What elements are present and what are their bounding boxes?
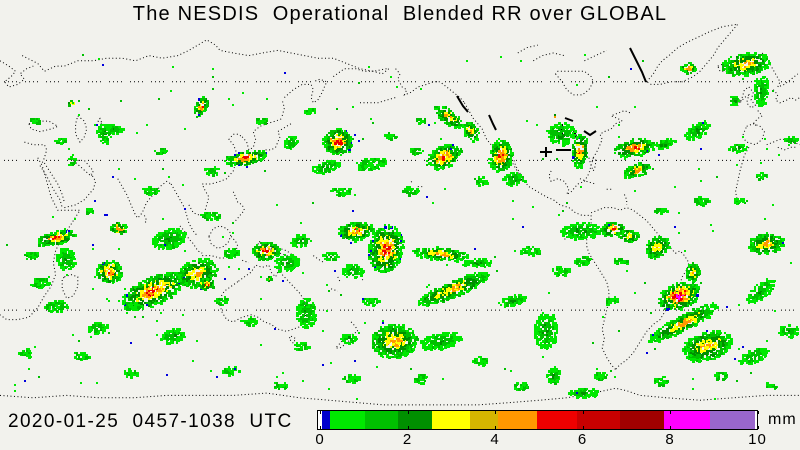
- colorbar-tick-mark: [495, 411, 496, 414]
- colorbar-tick-mark: [407, 411, 409, 414]
- colorbar-segment: [322, 411, 330, 429]
- colorbar-segment: [664, 411, 710, 429]
- colorbar-tick-mark: [407, 426, 409, 429]
- latitude-gridlines: [4, 81, 796, 311]
- date-range-label: 2020-01-25 0457-1038 UTC: [8, 411, 293, 432]
- coastlines: [0, 23, 800, 406]
- colorbar-segment: [365, 411, 398, 429]
- colorbar-tick-mark: [582, 426, 584, 429]
- colorbar-tick-label: 10: [748, 431, 767, 448]
- colorbar-tick-mark: [495, 426, 496, 429]
- colorbar-tick-labels: 0 2 4 6 8 10: [315, 430, 766, 448]
- colorbar-tick-mark: [320, 426, 321, 429]
- precipitation-cells: [6, 52, 799, 400]
- colorbar-unit-label: mm: [768, 411, 797, 428]
- colorbar-segment: [710, 411, 755, 429]
- colorbar: 0 2 4 6 8 10 mm: [315, 410, 797, 448]
- colorbar-segment: [577, 411, 620, 429]
- colorbar-segment: [398, 411, 432, 429]
- colorbar-segment: [432, 411, 470, 429]
- colorbar-segment: [318, 411, 322, 429]
- image-title: The NESDIS Operational Blended RR over G…: [132, 3, 668, 25]
- colorbar-segment: [498, 411, 537, 429]
- colorbar-segment: [537, 411, 577, 429]
- colorbar-tick-label: 8: [665, 431, 675, 448]
- lakes-and-bold-coast: [456, 47, 647, 157]
- colorbar-gradient: [317, 410, 759, 430]
- colorbar-segment: [755, 411, 757, 429]
- colorbar-tick-mark: [670, 411, 671, 414]
- colorbar-tick-mark: [757, 426, 759, 429]
- colorbar-segment: [470, 411, 498, 429]
- colorbar-tick-label: 4: [490, 431, 500, 448]
- colorbar-tick-label: 0: [315, 431, 325, 448]
- colorbar-segment: [620, 411, 664, 429]
- colorbar-tick-mark: [320, 411, 321, 414]
- colorbar-segment: [330, 411, 365, 429]
- colorbar-tick-label: 2: [402, 431, 413, 448]
- colorbar-tick-mark: [757, 411, 759, 414]
- colorbar-tick-label: 6: [577, 431, 588, 448]
- colorbar-tick-mark: [670, 426, 671, 429]
- colorbar-tick-mark: [582, 411, 584, 414]
